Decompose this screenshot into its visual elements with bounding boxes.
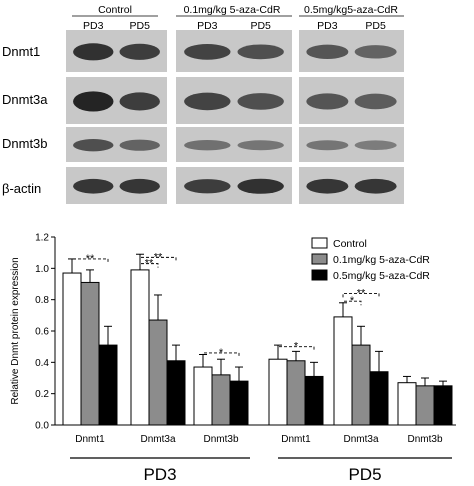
blot-group-header: Control bbox=[98, 4, 132, 16]
y-tick-label: 0.0 bbox=[35, 421, 49, 432]
blot-band bbox=[306, 178, 349, 194]
blot-band bbox=[354, 140, 397, 151]
blot-band bbox=[184, 92, 231, 111]
bar bbox=[166, 360, 186, 426]
blot-band bbox=[237, 93, 284, 110]
x-tick-label: Dnmt3a bbox=[343, 434, 378, 445]
bar bbox=[333, 316, 353, 426]
blot-membrane bbox=[176, 127, 292, 162]
y-tick-label: 1.2 bbox=[35, 233, 49, 244]
blot-band bbox=[119, 139, 160, 151]
blot-band bbox=[354, 45, 397, 59]
significance-label: ** bbox=[154, 251, 163, 263]
blot-band bbox=[306, 140, 349, 151]
blot-row-label: Dnmt3b bbox=[2, 136, 48, 151]
blot-band bbox=[73, 91, 114, 112]
x-tick-label: Dnmt3a bbox=[140, 434, 175, 445]
blot-row-label: Dnmt3a bbox=[2, 92, 48, 107]
blot-band bbox=[306, 44, 349, 60]
x-tick-label: Dnmt3b bbox=[407, 434, 442, 445]
bar bbox=[98, 344, 118, 426]
x-tick-label: Dnmt1 bbox=[281, 434, 311, 445]
significance-bracket bbox=[139, 256, 177, 262]
bar bbox=[304, 375, 324, 426]
y-tick-label: 1.0 bbox=[35, 264, 49, 275]
x-tick-label: Dnmt3b bbox=[203, 434, 238, 445]
significance-bracket bbox=[342, 300, 362, 306]
blot-lane-label: PD5 bbox=[365, 20, 386, 32]
y-tick-label: 0.4 bbox=[35, 358, 49, 369]
blot-lane-label: PD5 bbox=[250, 20, 271, 32]
blot-band bbox=[184, 140, 231, 151]
significance-bracket bbox=[202, 352, 240, 357]
group-label: PD3 bbox=[143, 465, 176, 484]
bar bbox=[229, 380, 249, 426]
blot-band bbox=[73, 139, 114, 152]
legend-label: Control bbox=[333, 238, 367, 250]
blot-band bbox=[237, 140, 284, 151]
bar-chart: 0.0 0.2 0.4 0.6 0.8 1.0 1.2 Relative Dnmt prote… bbox=[10, 233, 456, 484]
legend-swatch bbox=[311, 253, 328, 265]
bar bbox=[80, 281, 100, 426]
blot-row-label: β-actin bbox=[2, 181, 41, 196]
significance-bracket bbox=[71, 258, 109, 263]
bar bbox=[62, 272, 82, 426]
bar bbox=[268, 358, 288, 426]
significance-bracket bbox=[139, 263, 159, 268]
blot-membrane bbox=[299, 127, 404, 162]
blot-band bbox=[354, 178, 397, 194]
y-axis-label: Relative Dnmt protein expression bbox=[10, 257, 21, 404]
bar bbox=[369, 371, 389, 426]
y-tick-label: 0.8 bbox=[35, 295, 49, 306]
blot-group-header: 0.1mg/kg 5-aza-CdR bbox=[184, 4, 281, 16]
bar bbox=[397, 382, 417, 426]
significance-label: ** bbox=[145, 258, 154, 270]
blot-lane-label: PD3 bbox=[197, 20, 218, 32]
blot-group-header: 0.5mg/kg5-aza-CdR bbox=[304, 4, 398, 16]
legend-label: 0.1mg/kg 5-aza-CdR bbox=[333, 254, 430, 266]
bar bbox=[130, 269, 150, 426]
bar bbox=[193, 366, 213, 426]
blot-band bbox=[306, 93, 349, 110]
blot-band bbox=[119, 178, 160, 194]
significance-label: * bbox=[219, 347, 224, 359]
legend-label: 0.5mg/kg 5-aza-CdR bbox=[333, 270, 430, 282]
y-tick-label: 0.2 bbox=[35, 389, 49, 400]
bar bbox=[211, 374, 231, 426]
blot-lane-label: PD3 bbox=[83, 20, 104, 32]
blot-band bbox=[184, 179, 231, 194]
bar bbox=[148, 319, 168, 426]
blot-lane-label: PD3 bbox=[317, 20, 338, 32]
group-label: PD5 bbox=[348, 465, 381, 484]
y-tick-label: 0.6 bbox=[35, 327, 49, 338]
blot-band bbox=[119, 92, 160, 111]
significance-bracket bbox=[342, 292, 380, 298]
blot-band bbox=[237, 44, 284, 60]
bar bbox=[433, 385, 453, 426]
western-blot-panel: Control PD3 PD5 0.1mg/kg 5-aza-CdR PD3 PD5 0.5… bbox=[2, 4, 404, 204]
blot-row-label: Dnmt1 bbox=[2, 44, 40, 59]
bar bbox=[415, 385, 435, 426]
blot-lane-label: PD5 bbox=[130, 20, 151, 32]
blot-band bbox=[184, 43, 231, 60]
significance-label: * bbox=[350, 295, 355, 307]
significance-bracket bbox=[277, 346, 315, 351]
bar bbox=[351, 344, 371, 426]
significance-label: ** bbox=[86, 253, 95, 265]
blot-band bbox=[73, 178, 114, 194]
significance-label: * bbox=[294, 341, 299, 353]
blot-band bbox=[237, 178, 284, 194]
bar bbox=[286, 360, 306, 426]
legend-swatch bbox=[311, 237, 328, 249]
blot-band bbox=[73, 43, 114, 61]
blot-band bbox=[119, 43, 160, 60]
blot-band bbox=[354, 93, 397, 110]
x-tick-label: Dnmt1 bbox=[75, 434, 105, 445]
legend-swatch bbox=[311, 269, 328, 281]
significance-label: ** bbox=[357, 287, 366, 299]
